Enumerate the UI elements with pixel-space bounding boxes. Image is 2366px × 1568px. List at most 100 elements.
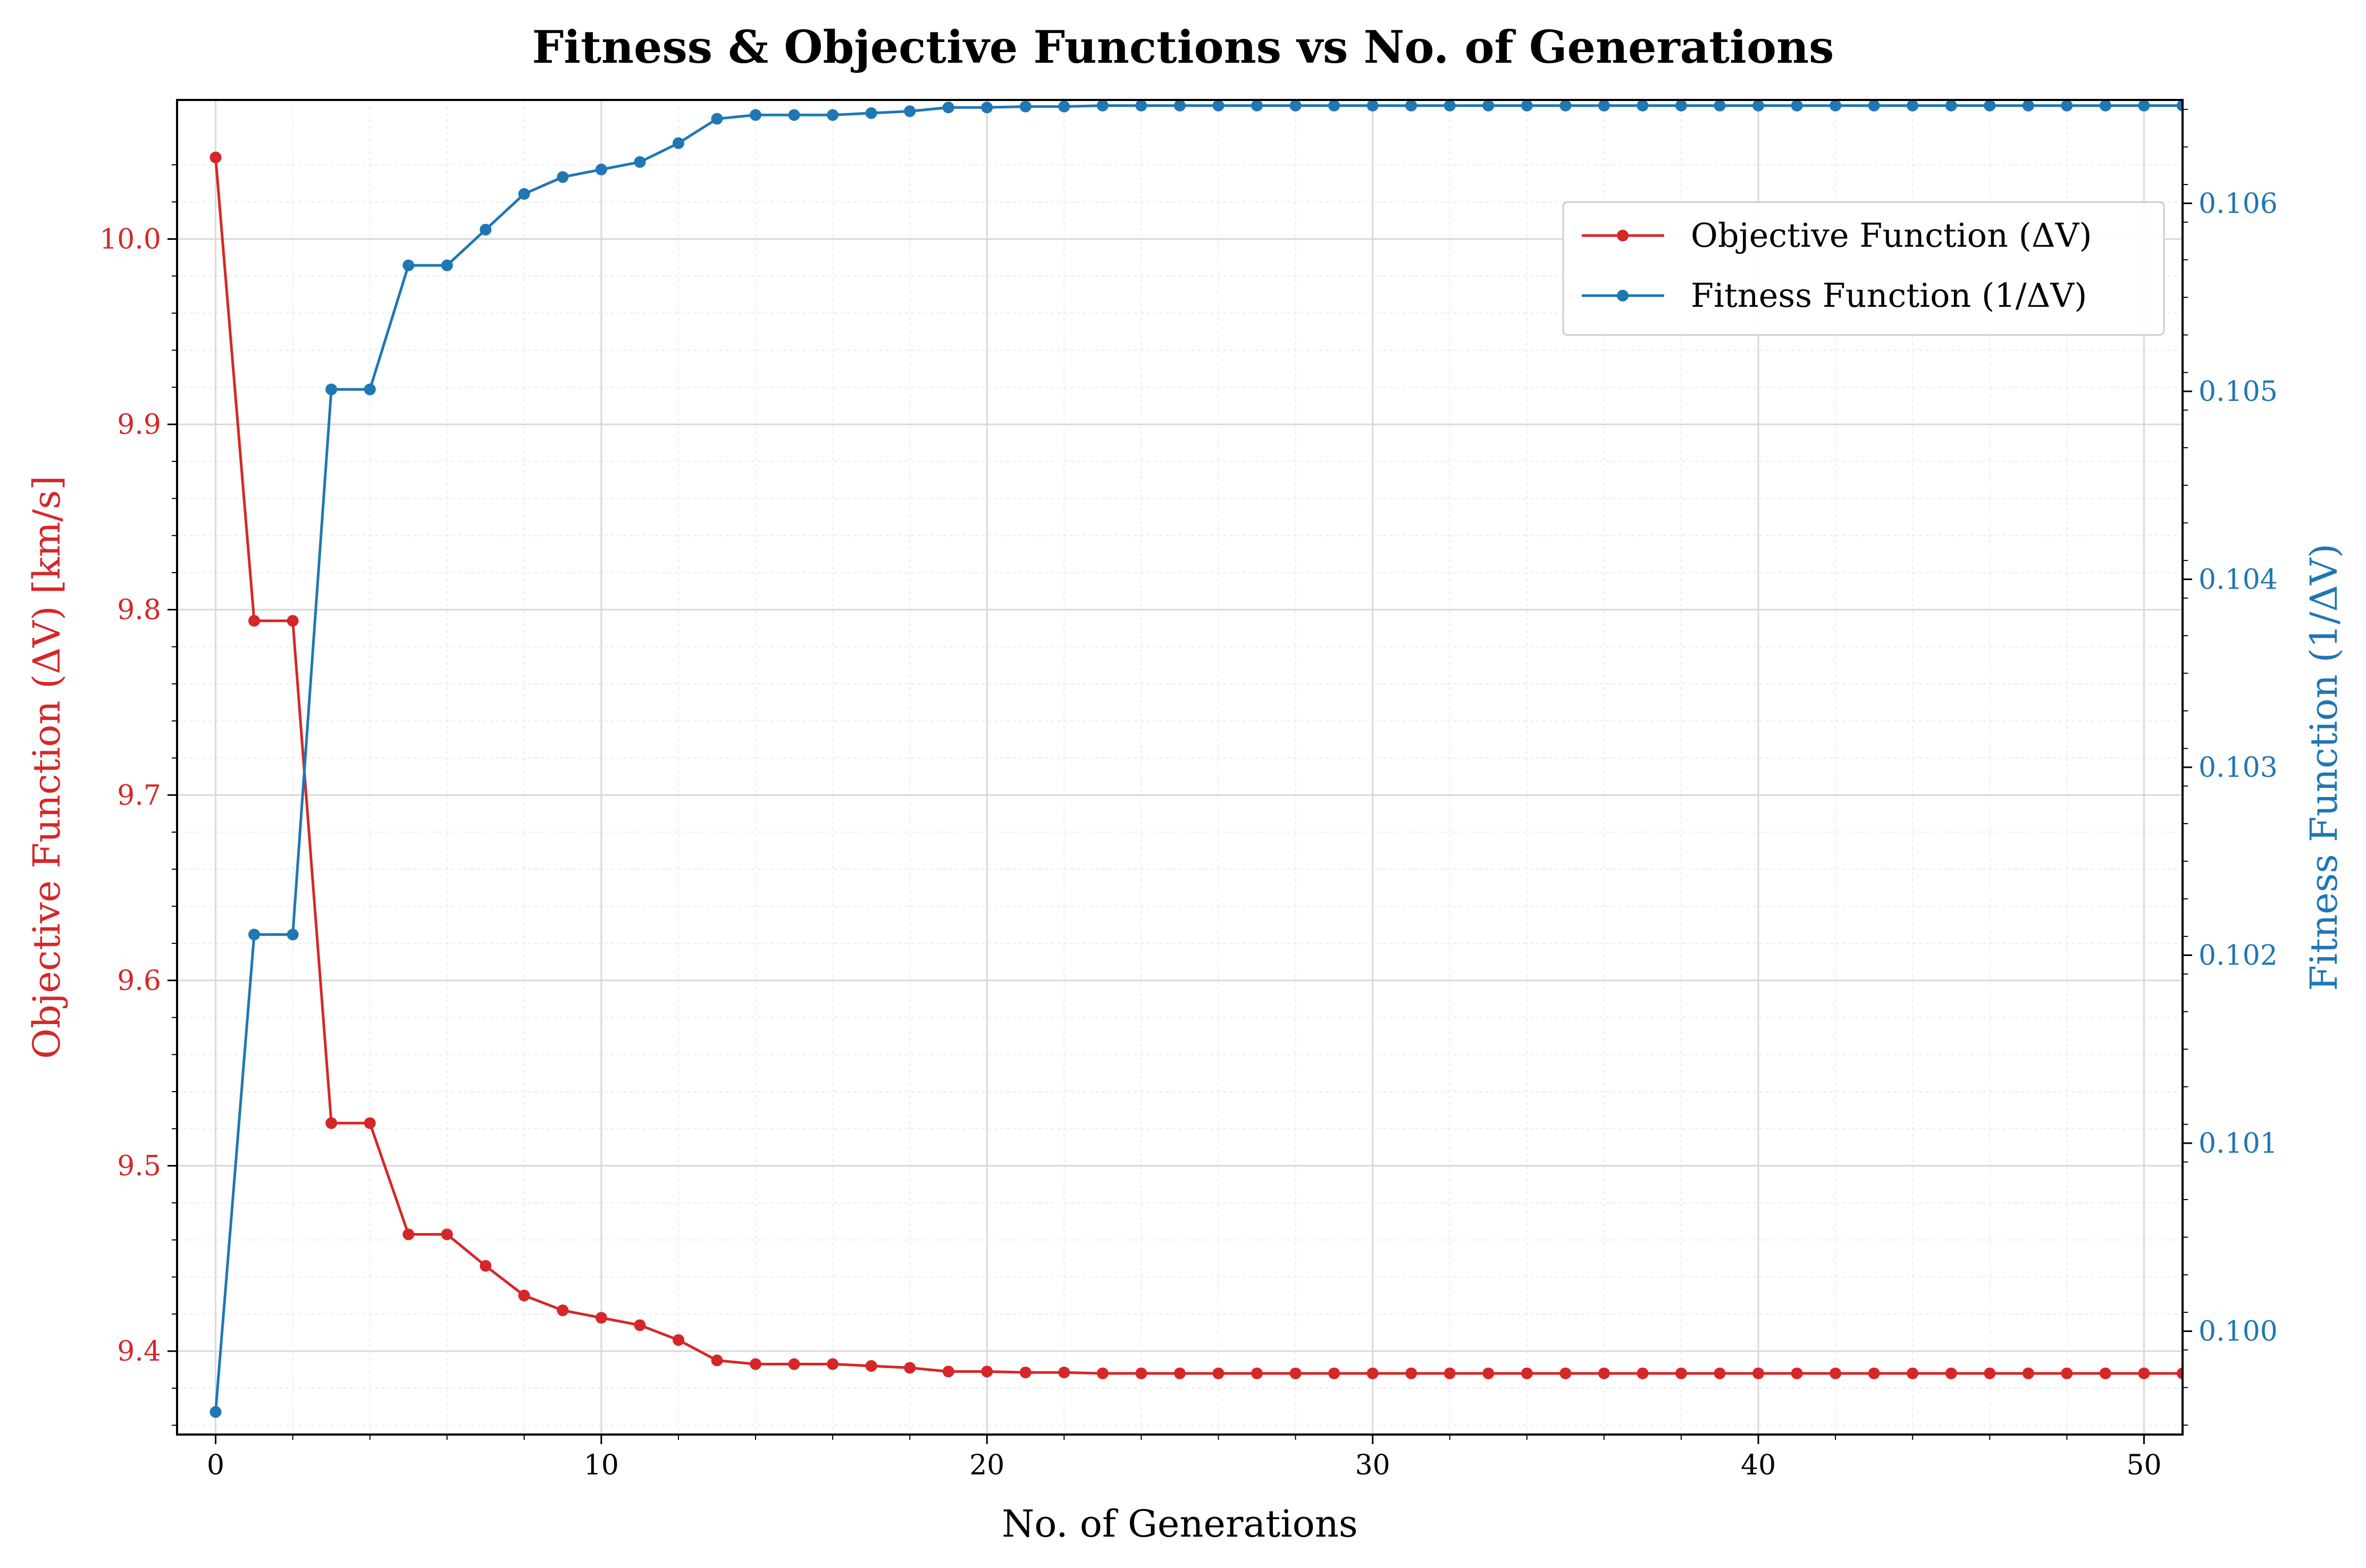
- fitness-point: [1096, 100, 1109, 112]
- objective-point: [1212, 1367, 1224, 1379]
- objective-point: [1366, 1367, 1379, 1379]
- fitness-point: [981, 102, 993, 114]
- objective-point: [209, 152, 222, 164]
- objective-point: [1637, 1367, 1649, 1379]
- x-tick-label: 50: [2126, 1449, 2161, 1481]
- y-right-tick-label: 0.102: [2199, 940, 2278, 972]
- objective-point: [711, 1354, 723, 1366]
- fitness-point: [1482, 100, 1495, 112]
- objective-point: [788, 1358, 800, 1370]
- fitness-point: [557, 171, 569, 183]
- objective-point: [827, 1358, 839, 1370]
- fitness-point: [1405, 100, 1417, 112]
- x-axis-label: No. of Generations: [1002, 1502, 1358, 1546]
- fitness-point: [1058, 100, 1070, 113]
- objective-point: [1791, 1367, 1803, 1379]
- fitness-point: [904, 105, 916, 118]
- fitness-point: [711, 113, 723, 125]
- objective-point: [673, 1334, 684, 1346]
- objective-point: [1714, 1367, 1726, 1379]
- x-tick-label: 10: [584, 1449, 619, 1481]
- fitness-point: [2138, 100, 2150, 112]
- objective-point: [865, 1360, 877, 1372]
- y-left-tick-label: 9.6: [117, 965, 161, 997]
- legend-label-objective: Objective Function (ΔV): [1691, 216, 2092, 255]
- fitness-point: [1174, 100, 1186, 112]
- fitness-point: [402, 259, 415, 272]
- y-left-tick-label: 9.4: [117, 1336, 161, 1368]
- fitness-line: [214, 104, 2183, 1412]
- y-right-tick-label: 0.103: [2199, 752, 2278, 784]
- objective-point: [1405, 1367, 1417, 1379]
- grid: [177, 100, 2183, 1435]
- objective-point: [364, 1117, 376, 1129]
- fitness-point: [1830, 100, 1842, 112]
- fitness-point: [441, 259, 453, 272]
- objective-point: [1984, 1367, 1996, 1379]
- objective-point: [595, 1312, 607, 1324]
- objective-line: [214, 157, 2183, 1375]
- objective-point: [1251, 1367, 1263, 1379]
- fitness-point: [1135, 100, 1147, 112]
- objective-point: [2177, 1367, 2183, 1379]
- objective-point: [2061, 1367, 2073, 1379]
- objective-point: [1830, 1367, 1842, 1379]
- objective-point: [1328, 1367, 1340, 1379]
- objective-point: [287, 615, 299, 627]
- objective-point: [248, 615, 261, 627]
- objective-point: [1444, 1367, 1456, 1379]
- objective-point: [634, 1319, 646, 1331]
- legend-marker-objective: [1617, 230, 1629, 241]
- fitness-point: [1019, 100, 1031, 113]
- fitness-series: [209, 100, 2183, 1418]
- objective-point: [1135, 1367, 1147, 1379]
- fitness-point: [673, 137, 684, 149]
- objective-point: [518, 1289, 530, 1302]
- series-layer: [209, 100, 2183, 1418]
- y-left-tick-label: 10.0: [99, 223, 161, 255]
- x-tick-label: 30: [1355, 1449, 1390, 1481]
- fitness-point: [364, 383, 376, 396]
- objective-point: [2022, 1367, 2034, 1379]
- fitness-point: [1752, 100, 1765, 112]
- fitness-point: [865, 107, 877, 119]
- objective-point: [1096, 1367, 1109, 1379]
- fitness-point: [1212, 100, 1224, 112]
- objective-point: [557, 1304, 569, 1317]
- fitness-point: [1907, 100, 1919, 112]
- fitness-point: [2022, 100, 2034, 112]
- x-tick-label: 0: [207, 1449, 224, 1481]
- objective-point: [1058, 1366, 1070, 1379]
- fitness-point: [1637, 100, 1649, 112]
- legend-marker-fitness: [1617, 290, 1629, 301]
- fitness-point: [248, 928, 261, 941]
- fitness-point: [1791, 100, 1803, 112]
- objective-point: [1752, 1367, 1765, 1379]
- fitness-point: [1868, 100, 1880, 112]
- fitness-point: [1559, 100, 1572, 112]
- objective-point: [981, 1365, 993, 1378]
- y-right-tick-label: 0.106: [2199, 188, 2278, 220]
- fitness-point: [1945, 100, 1957, 112]
- legend-label-fitness: Fitness Function (1/ΔV): [1691, 276, 2087, 315]
- x-tick-label: 40: [1741, 1449, 1776, 1481]
- axes: 0 10 20 30 40 50 9.4 9.5 9.6 9.7 9.8 9.9 10.0 0.100 0.…: [99, 108, 2278, 1481]
- fitness-point: [1714, 100, 1726, 112]
- objective-point: [942, 1365, 954, 1378]
- chart-title: Fitness & Objective Functions vs No. of …: [532, 21, 1834, 73]
- fitness-point: [1444, 100, 1456, 112]
- y-right-tick-label: 0.104: [2199, 564, 2278, 596]
- objective-point: [1598, 1367, 1610, 1379]
- fitness-point: [1521, 100, 1533, 112]
- fitness-point: [1984, 100, 1996, 112]
- objective-point: [1174, 1367, 1186, 1379]
- objective-point: [480, 1260, 492, 1272]
- fitness-point: [518, 188, 530, 200]
- y-left-tick-label: 9.5: [117, 1151, 161, 1183]
- objective-point: [750, 1358, 762, 1370]
- objective-point: [441, 1228, 453, 1240]
- y-axis-label-left: Objective Function (ΔV) [km/s]: [25, 475, 69, 1059]
- y-axis-label-right: Fitness Function (1/ΔV): [2302, 543, 2346, 991]
- fitness-point: [1675, 100, 1687, 112]
- fitness-point: [942, 102, 954, 114]
